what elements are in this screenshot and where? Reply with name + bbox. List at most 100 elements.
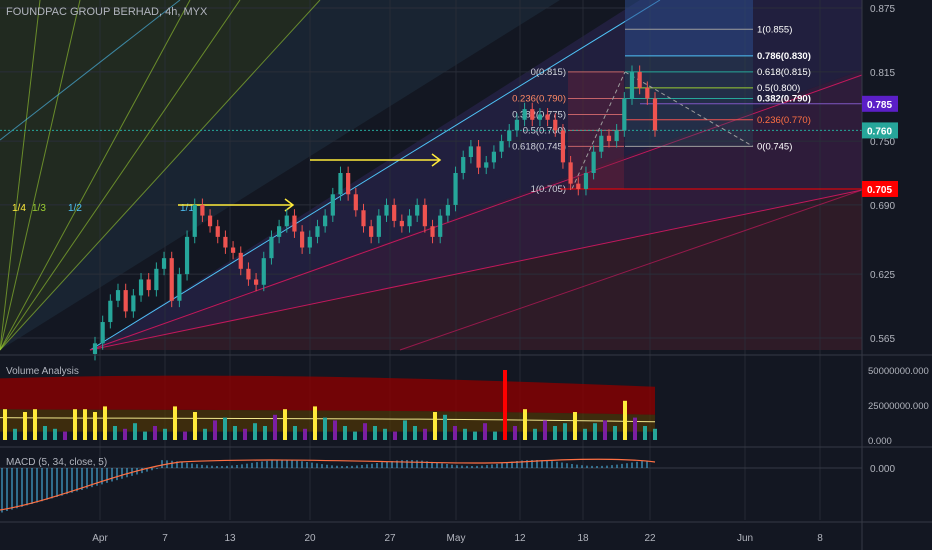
fan-line (89, 189, 863, 351)
volume-bar (413, 426, 417, 440)
volume-bar (313, 406, 317, 440)
volume-bar (553, 426, 557, 440)
volume-bar (83, 409, 87, 440)
volume-bar (233, 426, 237, 440)
candle (606, 135, 612, 142)
fan-line (0, 0, 41, 351)
candle (131, 295, 136, 312)
volume-bar (493, 431, 497, 440)
candle (491, 151, 497, 163)
candle (108, 300, 113, 323)
candle (461, 157, 466, 173)
time-axis-label: 18 (577, 533, 589, 544)
candle (100, 322, 105, 344)
fib-trend-dashed (624, 71, 754, 147)
arrow-1-head (284, 198, 295, 212)
time-axis-label: 20 (304, 533, 316, 544)
fib-label: 0(0.815) (531, 67, 566, 78)
volume-bar (543, 420, 547, 440)
time-axis-label: 7 (162, 533, 168, 544)
volume-band-upper (0, 375, 655, 415)
candle (530, 109, 535, 120)
volume-bar (93, 412, 97, 440)
candle (583, 173, 589, 189)
volume-bar (253, 423, 257, 440)
time-axis-label: 8 (817, 533, 823, 544)
price-badge-label: 0.705 (867, 185, 892, 196)
candle (422, 204, 427, 227)
volume-bar (463, 428, 467, 440)
candle (115, 290, 121, 301)
volume-bar (133, 423, 137, 440)
time-axis-label: Jun (737, 533, 753, 544)
candle (353, 194, 358, 211)
volume-axis-label: 0.000 (868, 436, 892, 447)
fan-line (89, 74, 863, 351)
volume-bar (243, 428, 247, 440)
volume-bar (293, 426, 297, 440)
volume-bar (43, 426, 47, 440)
volume-bar (623, 400, 627, 440)
candle (230, 247, 236, 253)
symbol-title: FOUNDPAC GROUP BERHAD, 4h, MYX (6, 6, 208, 18)
candle (614, 130, 619, 142)
candle (338, 173, 343, 195)
fan-region-purple (90, 70, 862, 350)
volume-bar (393, 431, 397, 440)
candle (392, 204, 397, 221)
volume-bar (213, 420, 217, 440)
candle (514, 119, 520, 131)
candle (330, 194, 335, 216)
price-axis-label: 0.565 (870, 334, 895, 345)
volume-bar (143, 431, 147, 440)
price-axis-bg (862, 0, 932, 550)
macd-pane-label: MACD (5, 34, close, 5) (6, 457, 108, 468)
candle (453, 173, 458, 205)
candle (476, 146, 481, 168)
volume-bar (573, 412, 577, 440)
fan-region-teal (0, 0, 560, 350)
candle (184, 236, 190, 275)
candle (146, 279, 151, 291)
candle (468, 146, 473, 158)
candle (430, 226, 435, 237)
candle (407, 215, 412, 227)
volume-bar (433, 412, 437, 440)
candle (522, 109, 527, 120)
fan-line (0, 0, 181, 141)
volume-bar (453, 426, 457, 440)
volume-bar (153, 426, 157, 440)
volume-band-mid (0, 409, 655, 432)
fib-label: 0.618(0.745) (512, 141, 566, 152)
fib-box-2 (625, 55, 753, 147)
candle (261, 258, 266, 285)
volume-bar (513, 426, 517, 440)
candle (537, 114, 543, 120)
volume-bar (73, 409, 77, 440)
candle (568, 162, 573, 184)
candle (361, 210, 366, 227)
candle (637, 71, 642, 88)
fan-line (0, 0, 321, 351)
volume-bar (403, 420, 407, 440)
volume-axis-label: 25000000.000 (868, 401, 929, 412)
volume-bar (273, 414, 277, 440)
price-badge-label: 0.785 (867, 100, 892, 111)
candle (560, 130, 566, 163)
time-axis-label: 27 (384, 533, 396, 544)
volume-bar (303, 428, 307, 440)
volume-bar (383, 428, 387, 440)
candle (507, 130, 512, 142)
fib-label: 1(0.855) (757, 24, 792, 35)
volume-bar (223, 417, 227, 440)
volume-bar (163, 428, 167, 440)
volume-bar (643, 426, 647, 440)
volume-bar (633, 417, 637, 440)
volume-bar (103, 406, 107, 440)
volume-bar (503, 370, 507, 440)
fib-label: 0.236(0.790) (512, 93, 566, 104)
volume-bar (263, 426, 267, 440)
macd-axis-label: 0.000 (870, 464, 895, 475)
macd-signal-line (0, 458, 656, 511)
